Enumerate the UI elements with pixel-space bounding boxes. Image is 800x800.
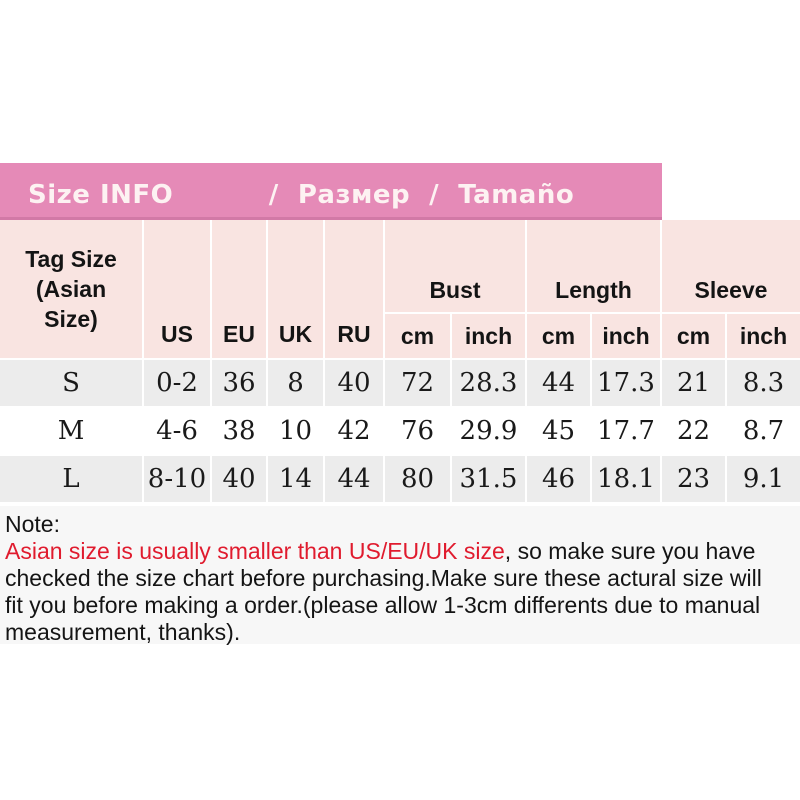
col-header-eu: EU <box>212 220 268 360</box>
table-row-size-s: S 0-2 36 8 40 72 28.3 44 17.3 21 8.3 <box>0 360 800 408</box>
note-label: Note: <box>5 511 60 537</box>
unit-header-sleeve-cm: cm <box>662 314 727 360</box>
cell-sleeve-inch: 9.1 <box>727 456 800 504</box>
cell-eu: 36 <box>212 360 268 408</box>
cell-sleeve-cm: 23 <box>662 456 727 504</box>
cell-bust-cm: 80 <box>385 456 452 504</box>
col-header-length: Length <box>527 220 662 315</box>
cell-length-cm: 46 <box>527 456 592 504</box>
cell-us: 4-6 <box>144 408 212 456</box>
table-row-size-m: M 4-6 38 10 42 76 29.9 45 17.7 22 8.7 <box>0 408 800 456</box>
size-chart-table: Tag Size (Asian Size) US EU UK RU Bust L… <box>0 220 800 504</box>
cell-bust-cm: 76 <box>385 408 452 456</box>
col-header-us: US <box>144 220 212 360</box>
note-line-3: fit you before making a order.(please al… <box>5 592 761 618</box>
cell-sleeve-cm: 21 <box>662 360 727 408</box>
cell-tag-size: L <box>0 456 144 504</box>
header-row-groups: Tag Size (Asian Size) US EU UK RU Bust L… <box>0 220 800 360</box>
cell-ru: 42 <box>325 408 385 456</box>
unit-header-length-inch: inch <box>592 314 662 360</box>
unit-header-bust-cm: cm <box>385 314 452 360</box>
header-row-units: cm inch cm inch cm inch <box>0 314 800 360</box>
cell-length-cm: 45 <box>527 408 592 456</box>
cell-us: 8-10 <box>144 456 212 504</box>
cell-sleeve-inch: 8.7 <box>727 408 800 456</box>
cell-eu: 38 <box>212 408 268 456</box>
cell-uk: 14 <box>268 456 325 504</box>
col-header-sleeve: Sleeve <box>662 220 800 315</box>
note-line-2: checked the size chart before purchasing… <box>5 565 762 591</box>
cell-uk: 10 <box>268 408 325 456</box>
cell-length-inch: 17.3 <box>592 360 662 408</box>
unit-header-length-cm: cm <box>527 314 592 360</box>
col-header-ru: RU <box>325 220 385 360</box>
cell-length-cm: 44 <box>527 360 592 408</box>
cell-tag-size: S <box>0 360 144 408</box>
unit-header-sleeve-inch: inch <box>727 314 800 360</box>
size-info-banner: Size INFO / Размер / Tamaño <box>0 163 662 220</box>
unit-header-bust-inch: inch <box>452 314 527 360</box>
cell-ru: 44 <box>325 456 385 504</box>
note-line-1-black: , so make sure you have <box>504 538 756 564</box>
table-row-size-l: L 8-10 40 14 44 80 31.5 46 18.1 23 9.1 <box>0 456 800 504</box>
cell-bust-inch: 31.5 <box>452 456 527 504</box>
cell-sleeve-inch: 8.3 <box>727 360 800 408</box>
banner-title: Size INFO / Размер / Tamaño <box>28 180 575 210</box>
col-header-bust: Bust <box>385 220 527 315</box>
cell-bust-inch: 29.9 <box>452 408 527 456</box>
cell-tag-size: M <box>0 408 144 456</box>
col-header-uk: UK <box>268 220 325 360</box>
note-line-1: Asian size is usually smaller than US/EU… <box>5 538 792 565</box>
col-header-tag-size: Tag Size (Asian Size) <box>0 220 144 360</box>
cell-eu: 40 <box>212 456 268 504</box>
cell-uk: 8 <box>268 360 325 408</box>
cell-ru: 40 <box>325 360 385 408</box>
cell-bust-inch: 28.3 <box>452 360 527 408</box>
note-line-4: measurement, thanks). <box>5 619 241 645</box>
cell-length-inch: 17.7 <box>592 408 662 456</box>
cell-length-inch: 18.1 <box>592 456 662 504</box>
cell-us: 0-2 <box>144 360 212 408</box>
note-warning-red-text: Asian size is usually smaller than US/EU… <box>5 538 505 564</box>
note-section: Note: Asian size is usually smaller than… <box>0 506 800 645</box>
cell-sleeve-cm: 22 <box>662 408 727 456</box>
cell-bust-cm: 72 <box>385 360 452 408</box>
